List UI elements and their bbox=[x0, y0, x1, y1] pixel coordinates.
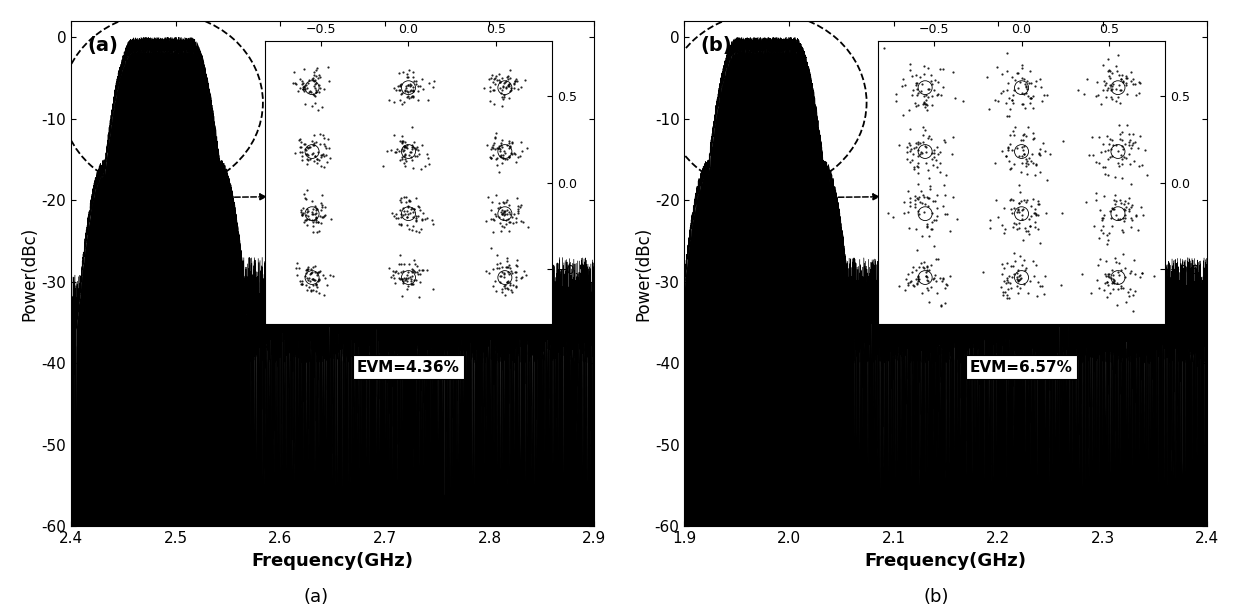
Text: (a): (a) bbox=[304, 588, 329, 605]
X-axis label: Frequency(GHz): Frequency(GHz) bbox=[864, 552, 1027, 570]
X-axis label: Frequency(GHz): Frequency(GHz) bbox=[252, 552, 414, 570]
Text: (b): (b) bbox=[701, 36, 732, 55]
Y-axis label: Power(dBc): Power(dBc) bbox=[21, 226, 38, 321]
Text: EVM=4.36%: EVM=4.36% bbox=[357, 359, 460, 374]
Y-axis label: Power(dBc): Power(dBc) bbox=[634, 226, 652, 321]
Text: EVM=6.57%: EVM=6.57% bbox=[970, 359, 1073, 374]
Text: (b): (b) bbox=[924, 588, 949, 605]
Text: (a): (a) bbox=[87, 36, 118, 55]
